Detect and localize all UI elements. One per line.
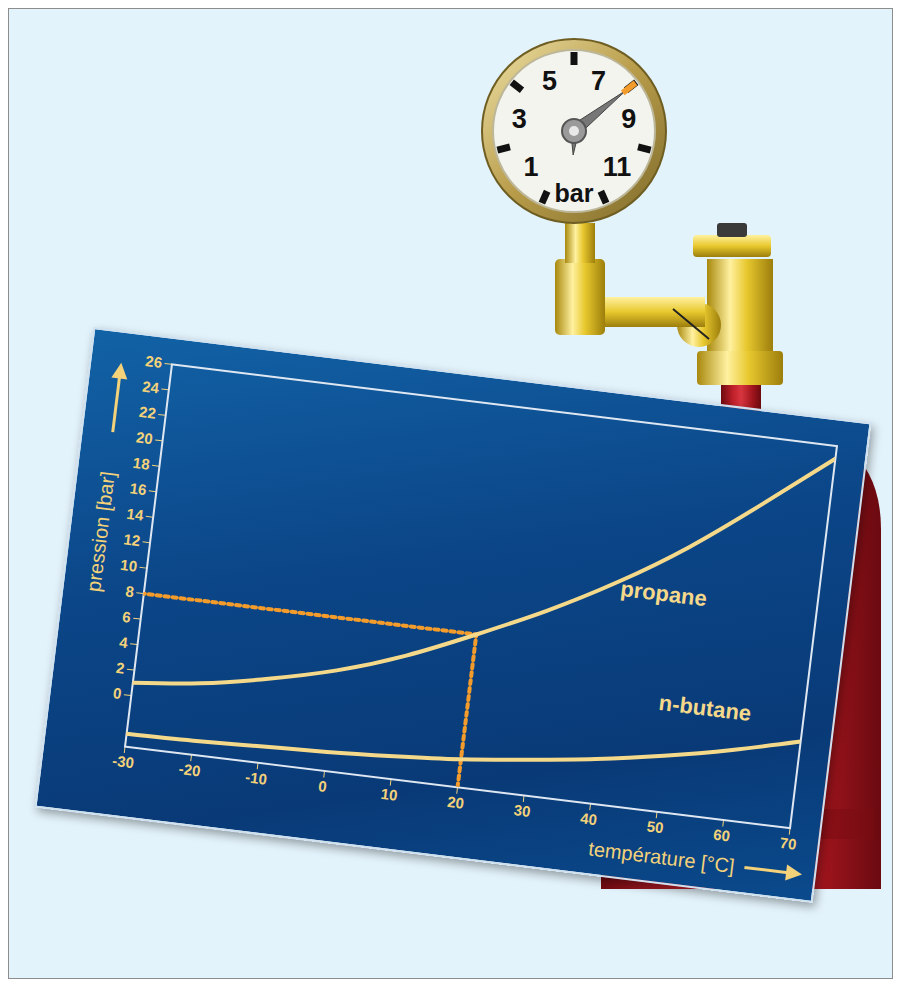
svg-text:5: 5	[542, 66, 557, 96]
svg-text:20: 20	[135, 428, 154, 447]
svg-text:7: 7	[591, 66, 606, 96]
svg-text:11: 11	[603, 152, 632, 182]
svg-text:-30: -30	[111, 752, 135, 772]
svg-text:20: 20	[446, 793, 465, 812]
svg-text:température [°C]: température [°C]	[587, 837, 736, 877]
svg-text:40: 40	[579, 809, 598, 828]
svg-text:12: 12	[123, 530, 142, 549]
svg-text:1: 1	[524, 152, 539, 182]
svg-text:30: 30	[513, 801, 532, 820]
svg-text:6: 6	[122, 608, 132, 626]
svg-text:24: 24	[141, 377, 160, 396]
svg-text:26: 26	[145, 352, 164, 371]
svg-text:8: 8	[125, 582, 135, 600]
svg-text:bar: bar	[555, 179, 594, 207]
svg-text:propane: propane	[619, 576, 708, 611]
svg-text:10: 10	[380, 785, 399, 804]
svg-text:14: 14	[126, 505, 145, 524]
svg-text:60: 60	[712, 826, 731, 845]
svg-text:0: 0	[318, 777, 328, 795]
svg-text:70: 70	[779, 834, 798, 853]
svg-text:9: 9	[621, 104, 636, 134]
svg-text:n-butane: n-butane	[657, 690, 752, 726]
svg-text:4: 4	[118, 633, 129, 651]
svg-text:0: 0	[112, 684, 122, 702]
svg-text:18: 18	[132, 454, 151, 473]
svg-text:-10: -10	[244, 768, 268, 788]
svg-text:3: 3	[512, 104, 527, 134]
svg-text:2: 2	[115, 659, 125, 677]
svg-text:22: 22	[138, 403, 157, 422]
svg-text:10: 10	[119, 556, 138, 575]
svg-text:pression [bar]: pression [bar]	[82, 470, 119, 593]
svg-text:50: 50	[646, 817, 665, 836]
svg-text:16: 16	[129, 479, 148, 498]
svg-text:-20: -20	[178, 760, 202, 780]
